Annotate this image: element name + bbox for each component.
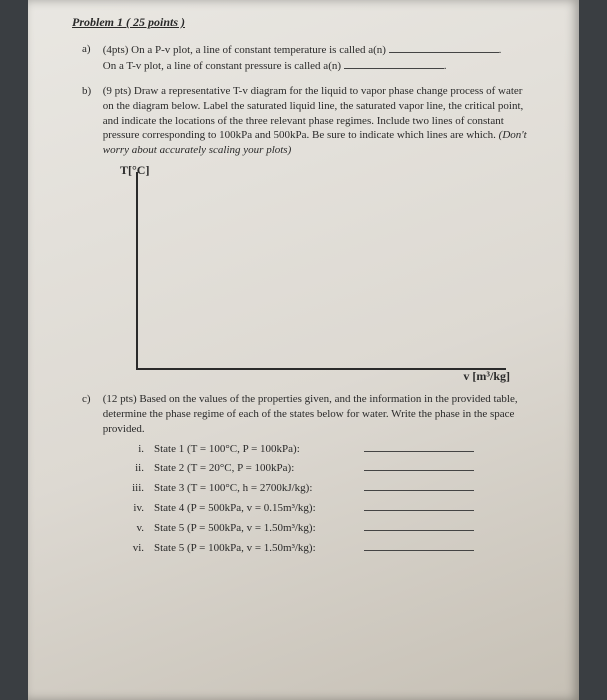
period: . — [444, 60, 447, 72]
qa-line2: On a T-v plot, a line of constant pressu… — [103, 60, 344, 72]
item-desc: State 3 (T = 100°C, h = 2700kJ/kg): — [154, 481, 364, 496]
question-c: c) (12 pts) Based on the values of the p… — [82, 392, 539, 556]
item-num: iv. — [118, 501, 144, 516]
blank-line[interactable] — [364, 480, 474, 491]
question-c-items: i. State 1 (T = 100°C, P = 100kPa): ii. St… — [118, 441, 539, 556]
question-c-body: (12 pts) Based on the values of the prop… — [103, 392, 533, 437]
blank-line[interactable] — [364, 441, 474, 452]
list-item: iii. State 3 (T = 100°C, h = 2700kJ/kg): — [118, 480, 539, 496]
item-desc: State 1 (T = 100°C, P = 100kPa): — [154, 442, 364, 457]
x-axis — [136, 368, 506, 370]
period: . — [499, 44, 502, 56]
qa-line1: (4pts) On a P-v plot, a line of constant… — [103, 44, 389, 56]
list-item: i. State 1 (T = 100°C, P = 100kPa): — [118, 441, 539, 457]
y-axis-label: T[°C] — [120, 162, 149, 178]
blank-line[interactable] — [364, 460, 474, 471]
label-b: b) — [82, 84, 100, 99]
item-num: ii. — [118, 461, 144, 476]
list-item: vi. State 5 (P = 100kPa, v = 1.50m³/kg): — [118, 540, 539, 556]
blank-line[interactable] — [364, 500, 474, 511]
item-num: vi. — [118, 541, 144, 556]
question-a-body: (4pts) On a P-v plot, a line of constant… — [103, 42, 533, 74]
question-b: b) (9 pts) Draw a representative T-v dia… — [82, 84, 539, 382]
item-num: v. — [118, 521, 144, 536]
problem-title: Problem 1 ( 25 points ) — [72, 14, 539, 30]
list-item: ii. State 2 (T = 20°C, P = 100kPa): — [118, 460, 539, 476]
item-desc: State 2 (T = 20°C, P = 100kPa): — [154, 461, 364, 476]
item-desc: State 5 (P = 100kPa, v = 1.50m³/kg): — [154, 541, 364, 556]
blank-line[interactable] — [344, 58, 444, 69]
worksheet-page: Problem 1 ( 25 points ) a) (4pts) On a P… — [28, 0, 579, 700]
list-item: iv. State 4 (P = 500kPa, v = 0.15m³/kg): — [118, 500, 539, 516]
label-a: a) — [82, 42, 100, 57]
question-b-body: (9 pts) Draw a representative T-v diagra… — [103, 84, 533, 158]
label-c: c) — [82, 392, 100, 407]
x-axis-label: v [m³/kg] — [463, 368, 510, 384]
blank-line[interactable] — [364, 520, 474, 531]
item-desc: State 4 (P = 500kPa, v = 0.15m³/kg): — [154, 501, 364, 516]
item-desc: State 5 (P = 500kPa, v = 1.50m³/kg): — [154, 521, 364, 536]
y-axis — [136, 172, 138, 370]
blank-line[interactable] — [364, 540, 474, 551]
blank-line[interactable] — [389, 42, 499, 53]
question-a: a) (4pts) On a P-v plot, a line of const… — [82, 42, 539, 74]
qb-text: (9 pts) Draw a representative T-v diagra… — [103, 85, 524, 142]
item-num: iii. — [118, 481, 144, 496]
tv-plot-area: T[°C] v [m³/kg] — [116, 164, 516, 382]
list-item: v. State 5 (P = 500kPa, v = 1.50m³/kg): — [118, 520, 539, 536]
item-num: i. — [118, 442, 144, 457]
